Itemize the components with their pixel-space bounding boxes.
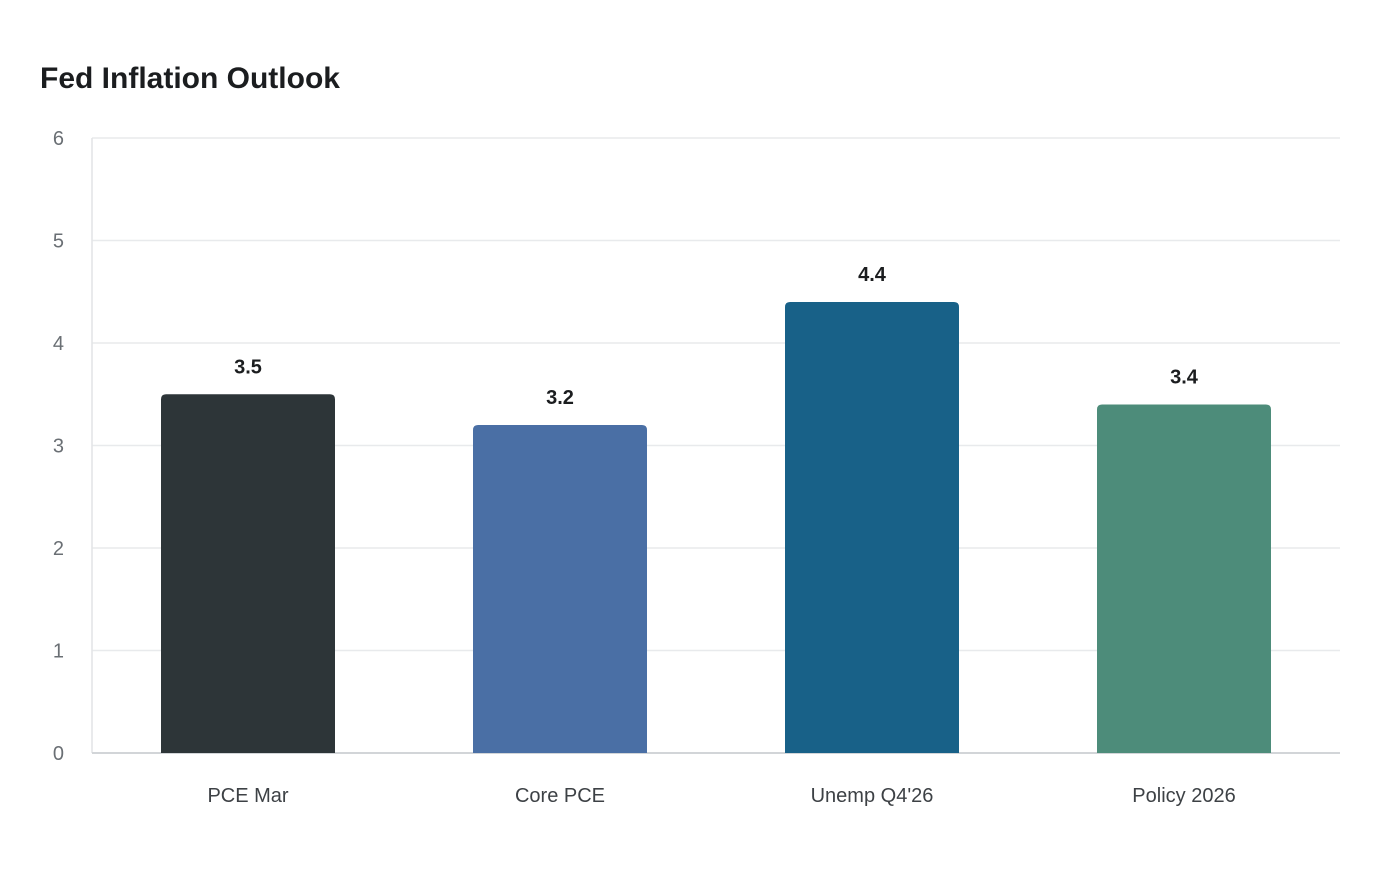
chart-title: Fed Inflation Outlook [40,62,340,95]
bars [161,302,1271,753]
y-tick-label: 3 [53,436,64,458]
bar [1097,404,1271,753]
y-tick-label: 0 [53,743,64,765]
data-label: 4.4 [858,264,887,286]
bar [785,302,959,753]
x-tick-label: Core PCE [515,785,605,807]
x-tick-label: Unemp Q4'26 [811,785,934,807]
bar [161,394,335,753]
bar [473,425,647,753]
y-tick-label: 4 [53,333,64,355]
x-tick-label: PCE Mar [207,785,288,807]
y-tick-label: 6 [53,128,64,150]
data-label: 3.5 [234,356,262,378]
y-tick-label: 2 [53,538,64,560]
labels: 0 1 2 3 4 5 6 3.5 PCE Mar 3.2 Core PCE 4.4 Unemp Q4'… [53,128,1236,807]
y-tick-label: 5 [53,231,64,253]
data-label: 3.2 [546,387,574,409]
x-tick-label: Policy 2026 [1132,785,1235,807]
y-tick-label: 1 [53,641,64,663]
data-label: 3.4 [1170,367,1199,389]
